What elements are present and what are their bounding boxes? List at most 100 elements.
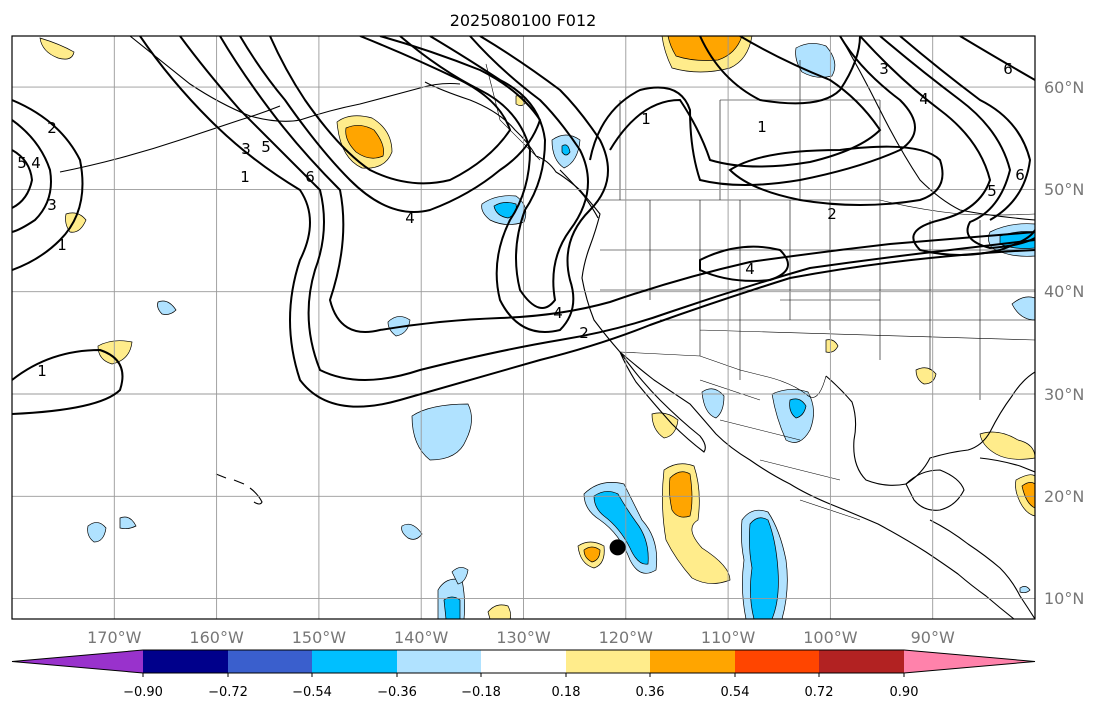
positive-anomaly — [345, 125, 384, 159]
shaded-anomalies — [39, 36, 1035, 619]
colorbar-segment — [650, 650, 735, 673]
contour-label: 2 — [827, 205, 837, 223]
contour-line — [12, 99, 84, 271]
lat-label: 20°N — [1044, 487, 1084, 506]
contour-line — [12, 119, 52, 233]
negative-anomaly — [443, 596, 461, 619]
cuba — [979, 457, 1035, 473]
colorbar-tick-label: 0.90 — [890, 685, 919, 700]
contour-label: 1 — [641, 110, 651, 128]
lon-label: 160°W — [189, 628, 244, 647]
contour-line — [139, 36, 1035, 408]
contour-labels: 2 5 4 3 1 1 1 3 5 6 4 4 2 1 1 2 4 4 3 5 — [17, 60, 1025, 380]
negative-anomaly — [701, 388, 725, 419]
hawaii-islands — [215, 473, 263, 505]
positive-anomaly — [1021, 482, 1035, 509]
positive-anomaly — [915, 367, 937, 385]
positive-anomaly — [39, 37, 75, 60]
colorbar-segment — [143, 650, 228, 673]
canada-provinces — [619, 60, 881, 200]
colorbar-segment — [397, 650, 481, 673]
contour-line — [12, 348, 124, 415]
contour-line — [269, 36, 512, 185]
contour-label: 2 — [579, 324, 589, 342]
contour-line — [728, 145, 944, 206]
positive-anomaly — [651, 412, 679, 439]
vancouver-island — [559, 169, 599, 219]
lon-label: 150°W — [292, 628, 347, 647]
contour-label: 3 — [47, 196, 57, 214]
negative-anomaly — [1019, 586, 1031, 594]
contour-label: 3 — [241, 140, 251, 158]
lat-label: 10°N — [1044, 589, 1084, 608]
contour-label: 1 — [57, 236, 67, 254]
colorbar — [11, 649, 1036, 677]
positive-anomaly — [979, 431, 1035, 460]
negative-anomaly — [119, 516, 137, 530]
coastlines — [59, 36, 1035, 619]
positive-anomaly — [97, 340, 133, 365]
contour-line — [899, 36, 1032, 221]
contour-label: 3 — [879, 60, 889, 78]
colorbar-tick-label: 0.72 — [805, 685, 834, 700]
colorbar-tick-label: 0.54 — [721, 685, 750, 700]
contour-label: 4 — [405, 209, 415, 227]
positive-anomaly — [487, 604, 512, 619]
negative-anomaly — [1011, 296, 1035, 321]
colorbar-segment — [819, 650, 904, 673]
baja-peninsula — [619, 351, 706, 453]
colorbar-tick-label: −0.36 — [377, 685, 417, 700]
central-america — [929, 519, 1035, 619]
map-frame — [11, 35, 1036, 620]
contour-label: 5 — [17, 154, 27, 172]
latitude-labels: 60°N 50°N 40°N 30°N 20°N 10°N — [1044, 78, 1084, 608]
contour-label: 4 — [31, 154, 41, 172]
contour-line — [879, 36, 1035, 250]
contour-label: 5 — [987, 182, 997, 200]
contour-label: 4 — [745, 260, 755, 278]
colorbar-segment — [481, 650, 566, 673]
map-panel: 2 5 4 3 1 1 1 3 5 6 4 4 2 1 1 2 4 4 3 5 — [11, 35, 1036, 620]
lon-label: 110°W — [701, 628, 756, 647]
positive-anomaly — [667, 36, 743, 61]
lon-label: 170°W — [87, 628, 142, 647]
storm-center-marker — [609, 539, 626, 556]
lon-label: 90°W — [911, 628, 955, 647]
contour-label: 1 — [37, 362, 47, 380]
colorbar-segment — [312, 650, 397, 673]
negative-anomaly — [593, 491, 649, 565]
lat-label: 30°N — [1044, 385, 1084, 404]
colorbar-tick-label: −0.18 — [461, 685, 501, 700]
contour-label: 6 — [1015, 166, 1025, 184]
negative-anomaly — [401, 523, 423, 540]
contour-line — [219, 36, 1035, 333]
colorbar-tick-label: 0.18 — [552, 685, 581, 700]
contour-label: 4 — [919, 90, 929, 108]
colorbar-segment — [735, 650, 819, 673]
lon-label: 140°W — [394, 628, 449, 647]
map-title: 2025080100 F012 — [450, 11, 597, 30]
lat-label: 50°N — [1044, 180, 1084, 199]
us-mexico-border — [619, 351, 827, 398]
contour-line — [589, 36, 916, 186]
mexico-states — [699, 379, 861, 521]
contour-label: 1 — [757, 118, 767, 136]
lon-label: 120°W — [599, 628, 654, 647]
colorbar-extend-low — [12, 650, 143, 673]
aleutian-chain — [59, 105, 281, 173]
lat-label: 40°N — [1044, 282, 1084, 301]
contour-line — [699, 36, 861, 105]
contour-line — [239, 36, 542, 213]
colorbar-segment — [566, 650, 650, 673]
colorbar-tick-label: −0.90 — [123, 685, 163, 700]
north-america-coastline — [424, 81, 1015, 619]
contour-line — [399, 36, 609, 333]
positive-anomaly — [583, 546, 601, 563]
gridlines — [12, 36, 1035, 619]
contour-label: 5 — [261, 138, 271, 156]
lon-label: 100°W — [803, 628, 858, 647]
contour-label: 4 — [553, 304, 563, 322]
positive-anomaly — [668, 471, 693, 518]
contour-line — [609, 36, 882, 168]
